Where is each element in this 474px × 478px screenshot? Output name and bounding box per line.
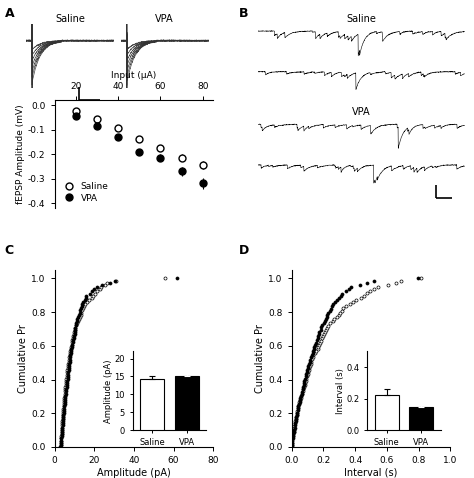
Y-axis label: Interval (s): Interval (s) — [336, 368, 345, 413]
X-axis label: Amplitude (pA): Amplitude (pA) — [97, 468, 171, 478]
Text: B: B — [239, 7, 249, 20]
Y-axis label: Amplitude (pA): Amplitude (pA) — [104, 359, 113, 423]
Title: VPA: VPA — [155, 14, 174, 24]
Y-axis label: Cumulative Pr: Cumulative Pr — [18, 324, 28, 393]
X-axis label: Input (μA): Input (μA) — [111, 71, 156, 80]
Title: Saline: Saline — [346, 14, 376, 24]
X-axis label: Interval (s): Interval (s) — [344, 468, 398, 478]
Bar — [375, 395, 399, 430]
Y-axis label: fEPSP Amplitude (mV): fEPSP Amplitude (mV) — [16, 104, 25, 204]
Bar — [175, 376, 199, 430]
Legend: Saline, VPA: Saline, VPA — [59, 181, 109, 204]
Text: C: C — [5, 244, 14, 257]
Bar — [410, 406, 433, 430]
Y-axis label: Cumulative Pr: Cumulative Pr — [255, 324, 265, 393]
Bar — [140, 380, 164, 430]
Text: D: D — [239, 244, 250, 257]
Title: VPA: VPA — [352, 107, 371, 117]
Title: Saline: Saline — [55, 14, 85, 24]
Text: A: A — [5, 7, 14, 20]
